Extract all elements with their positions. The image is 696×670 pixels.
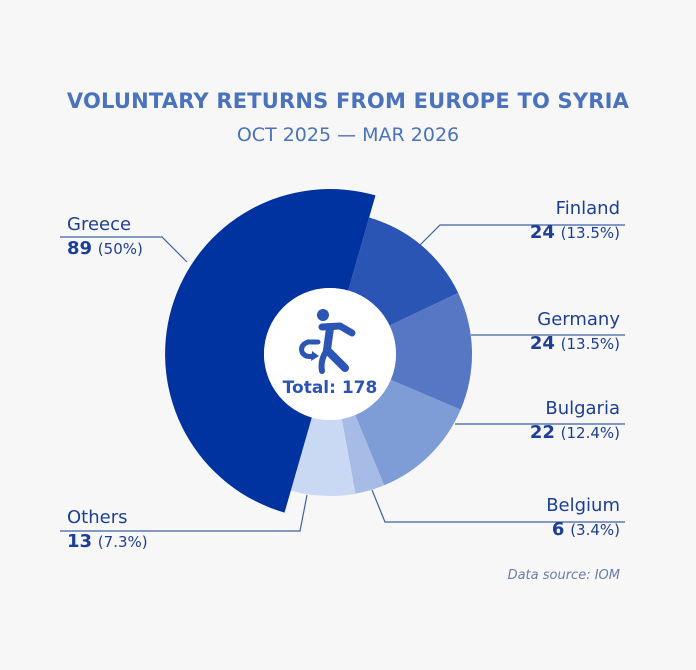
- slice-belgium: [341, 415, 385, 494]
- leader-line-belgium: [371, 489, 625, 523]
- label-percent: (12.4%): [560, 424, 620, 442]
- label-value: 13: [67, 531, 93, 552]
- person-returning-icon: [299, 309, 356, 374]
- label-percent: (13.5%): [560, 224, 620, 242]
- label-percent: (50%): [97, 240, 143, 258]
- label-name: Germany: [537, 309, 620, 330]
- chart-title: VOLUNTARY RETURNS FROM EUROPE TO SYRIA: [66, 89, 630, 113]
- label-name: Belgium: [546, 495, 620, 516]
- slice-bulgaria: [355, 379, 461, 486]
- label-greece: Greece 89 (50%): [67, 213, 143, 261]
- label-belgium: Belgium 6 (3.4%): [546, 494, 620, 542]
- label-germany: Germany 24 (13.5%): [530, 308, 620, 356]
- label-value: 22: [529, 422, 555, 443]
- slice-finland: [348, 217, 459, 326]
- label-percent: (7.3%): [97, 533, 148, 551]
- leader-line-others: [60, 494, 308, 532]
- label-value: 24: [529, 333, 555, 354]
- slice-others: [290, 417, 356, 496]
- label-bulgaria: Bulgaria 22 (12.4%): [530, 397, 620, 445]
- leader-line-finland: [419, 224, 625, 246]
- label-name: Greece: [67, 214, 132, 235]
- label-finland: Finland 24 (13.5%): [530, 197, 620, 245]
- label-name: Others: [67, 507, 128, 528]
- chart-subtitle: OCT 2025 — MAR 2026: [236, 124, 460, 146]
- center-total-label: Total: 178: [283, 378, 378, 398]
- label-value: 89: [67, 238, 93, 259]
- label-others: Others 13 (7.3%): [67, 506, 148, 554]
- label-percent: (3.4%): [570, 521, 620, 539]
- label-percent: (13.5%): [560, 335, 620, 353]
- data-source: Data source: IOM: [507, 568, 620, 583]
- slice-germany: [389, 292, 472, 410]
- slice-greece: [165, 189, 376, 513]
- leader-line-greece: [60, 236, 188, 263]
- label-name: Bulgaria: [545, 398, 620, 419]
- label-value: 6: [551, 519, 565, 540]
- label-value: 24: [529, 222, 555, 243]
- label-name: Finland: [555, 198, 620, 219]
